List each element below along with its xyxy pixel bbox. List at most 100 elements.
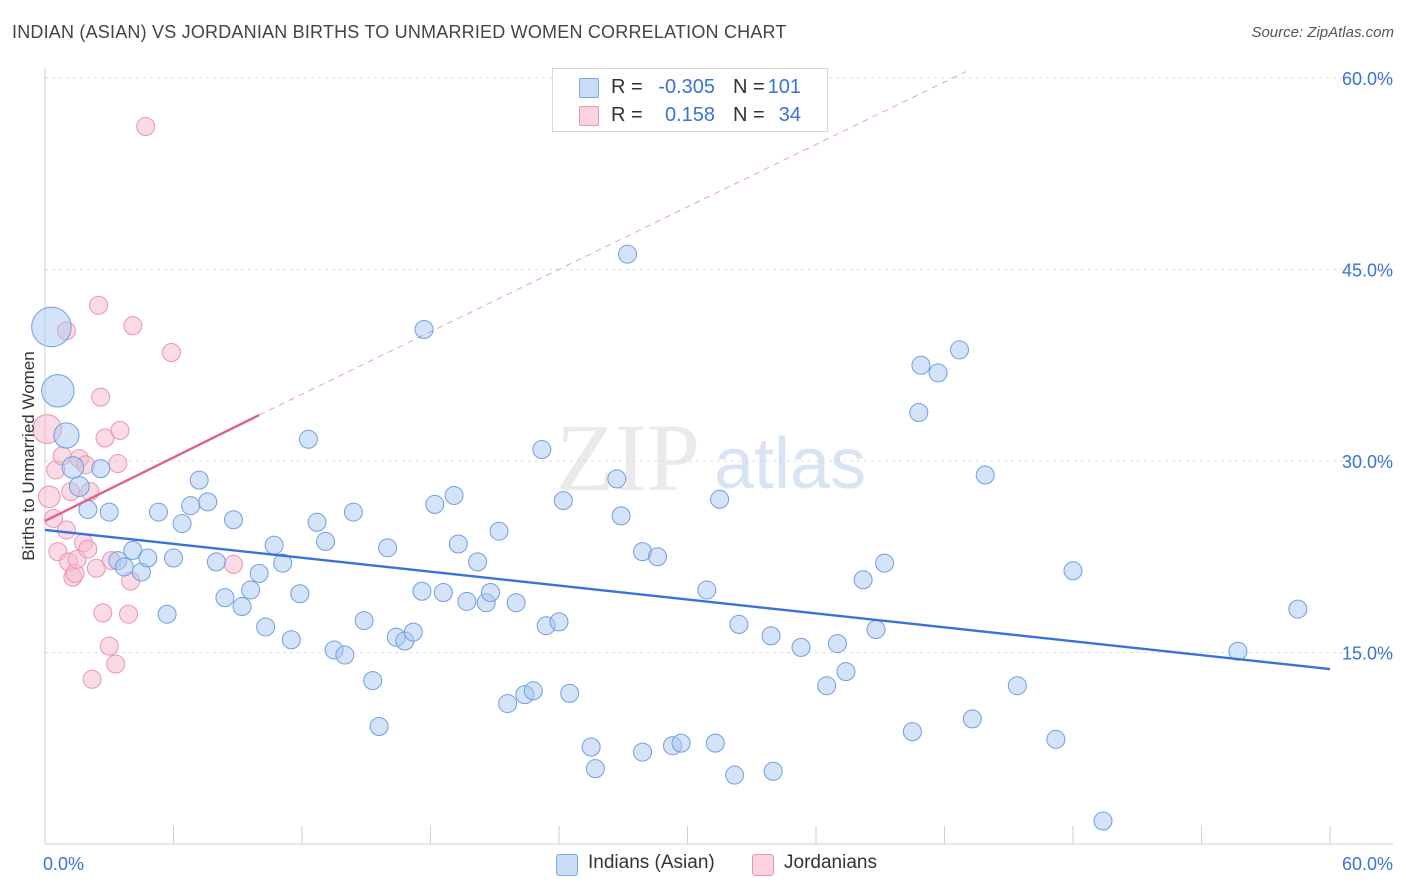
legend-row-jordanians: R = 0.158 N = 34 [553, 100, 827, 128]
indians-point [468, 552, 488, 572]
jordanians-point [56, 520, 76, 540]
indians-point [369, 717, 389, 737]
indians-point [53, 422, 80, 449]
legend-r-value: 0.158 [664, 104, 715, 126]
indians-point [827, 634, 847, 654]
indians-point [607, 469, 627, 489]
indians-point [232, 597, 252, 617]
indians-point [61, 456, 85, 479]
y-tick-label: 30.0% [1342, 452, 1393, 472]
jordanians-point [110, 420, 130, 440]
indians-point [256, 617, 276, 637]
legend-label: Jordanians [784, 852, 877, 873]
axes [44, 68, 1393, 845]
jordanians-trendline [258, 71, 967, 416]
indians-point [633, 742, 653, 762]
jordanians-point [82, 669, 102, 689]
indians-point [114, 557, 134, 577]
indians-point [866, 620, 886, 640]
jordanians-point [99, 636, 119, 656]
indians-point [791, 637, 811, 657]
indians-point [335, 645, 355, 665]
indians-point [457, 591, 477, 611]
legend-r-label: R = [611, 104, 643, 126]
jordanians-point [91, 387, 111, 407]
legend-swatch-pink [579, 106, 599, 126]
indians-point [31, 306, 72, 348]
indians-point [223, 510, 243, 530]
indians-point [817, 676, 837, 696]
source-label: Source: ZipAtlas.com [1251, 24, 1394, 41]
jordanians-point [37, 485, 61, 509]
jordanians-point [89, 295, 109, 315]
indians-point [172, 514, 192, 534]
indians-point [281, 630, 301, 650]
jordanians-point [93, 603, 113, 623]
indians-point [697, 580, 717, 600]
legend-n-value: 101 [767, 76, 801, 98]
indians-point [585, 759, 605, 779]
legend-swatch-blue [556, 854, 578, 876]
indians-point [489, 521, 509, 541]
indians-point [157, 604, 177, 624]
watermark: ZIP atlas [556, 404, 866, 511]
indians-points [31, 244, 1308, 831]
legend-n-label: N = [733, 104, 765, 126]
jordanians-trendline [44, 413, 260, 523]
chart-title: INDIAN (ASIAN) VS JORDANIAN BIRTHS TO UN… [12, 22, 787, 42]
indians-point [671, 733, 691, 753]
indians-point [853, 570, 873, 590]
indians-point [532, 440, 552, 460]
indians-point [290, 584, 310, 604]
indians-point [149, 502, 169, 522]
indians-point [618, 244, 638, 264]
indians-point [962, 709, 982, 729]
indians-point [412, 581, 432, 601]
indians-point [761, 626, 781, 646]
trend-lines [44, 71, 1331, 671]
indians-point [611, 506, 631, 526]
indians-point [725, 765, 745, 785]
legend-r-value: -0.305 [658, 76, 715, 98]
indians-point [549, 612, 569, 632]
indians-point [928, 363, 948, 383]
indians-point [123, 540, 143, 560]
jordanians-point [95, 428, 115, 448]
indians-point [343, 502, 363, 522]
indians-point [316, 531, 336, 551]
indians-point [523, 681, 543, 701]
indians-point [363, 671, 383, 691]
jordanians-point [86, 558, 106, 578]
indians-point [206, 552, 226, 572]
indians-point [189, 470, 209, 490]
indians-point [729, 614, 749, 634]
jordanians-point [78, 539, 98, 559]
jordanians-point [106, 654, 126, 674]
indians-point [99, 502, 119, 522]
jordanians-point [119, 604, 139, 624]
grid-lines [45, 77, 1393, 653]
indians-point [949, 340, 969, 360]
x-tick-label: 60.0% [1342, 854, 1393, 874]
indians-point [264, 535, 284, 555]
indians-point [433, 582, 453, 602]
indians-point [875, 553, 895, 573]
jordanians-point [123, 316, 143, 336]
indians-point [164, 548, 183, 568]
indians-point [763, 761, 783, 781]
legend-label: Indians (Asian) [588, 852, 715, 873]
indians-point [91, 459, 111, 479]
y-axis-label: Births to Unmarried Women [19, 351, 38, 560]
indians-point [506, 593, 526, 613]
indians-point [198, 492, 218, 512]
indians-point [553, 491, 573, 511]
legend-n-value: 34 [778, 104, 801, 126]
indians-point [480, 582, 500, 602]
legend-swatch-blue [579, 78, 599, 98]
indians-point [354, 611, 374, 631]
indians-point [414, 320, 434, 340]
indians-point [911, 355, 931, 375]
indians-point [307, 512, 327, 532]
jordanians-point [223, 554, 243, 574]
legend-r-label: R = [611, 76, 643, 98]
